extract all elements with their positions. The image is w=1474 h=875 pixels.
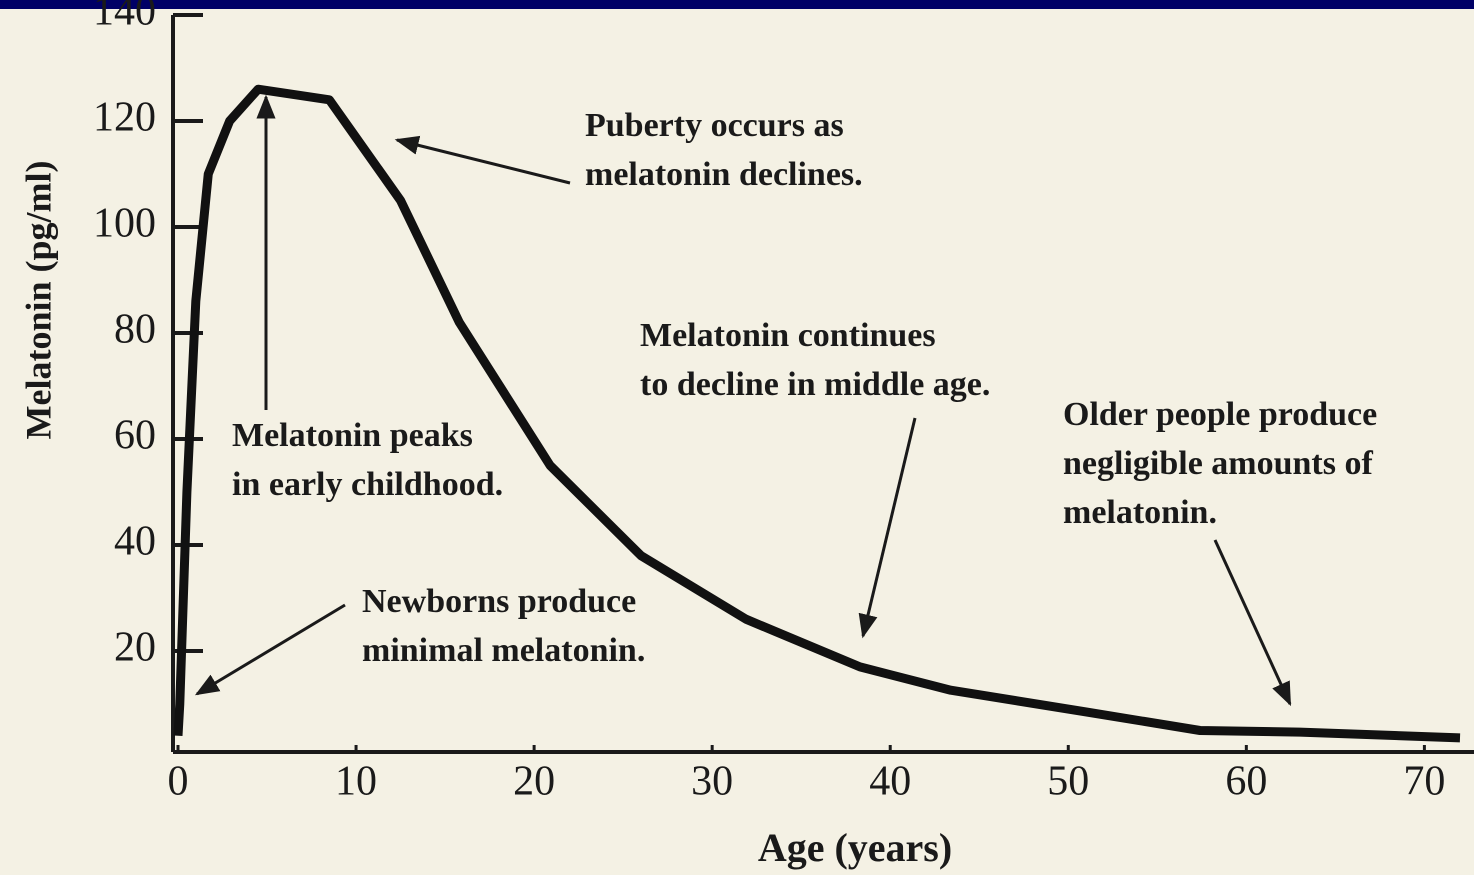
- x-tick-label: 50: [1047, 759, 1089, 805]
- arrow: [194, 603, 346, 696]
- y-tick-label: 120: [93, 95, 156, 141]
- top-band: [0, 0, 1474, 9]
- x-tick-label: 70: [1403, 759, 1445, 805]
- annotation: Melatonin peaks: [232, 417, 473, 454]
- annotation: Newborns produce: [362, 583, 636, 620]
- data-line: [173, 84, 1461, 743]
- y-tick-label: 20: [114, 625, 156, 671]
- arrow: [394, 135, 571, 185]
- x-tick-label: 30: [691, 759, 733, 805]
- x-tick-label: 60: [1225, 759, 1267, 805]
- y-tick-label: 80: [114, 307, 156, 353]
- annotation: Melatonin continues: [640, 317, 936, 354]
- x-axis-label: Age (years): [758, 825, 952, 870]
- annotation: negligible amounts of: [1063, 445, 1373, 482]
- arrow: [858, 417, 917, 639]
- annotation: minimal melatonin.: [362, 632, 645, 669]
- y-tick-label: 60: [114, 413, 156, 459]
- y-tick-label: 140: [93, 0, 156, 35]
- annotation: Older people produce: [1063, 396, 1377, 433]
- x-tick-label: 20: [513, 759, 555, 805]
- annotation: in early childhood.: [232, 466, 503, 503]
- annotation: melatonin declines.: [585, 156, 863, 193]
- annotation: Puberty occurs as: [585, 107, 844, 144]
- arrow: [1213, 539, 1292, 707]
- x-tick-label: 10: [335, 759, 377, 805]
- annotation: to decline in middle age.: [640, 366, 990, 403]
- y-axis-label: Melatonin (pg/ml): [18, 161, 58, 440]
- x-tick-label: 0: [168, 759, 189, 805]
- x-tick-label: 40: [869, 759, 911, 805]
- annotation: melatonin.: [1063, 494, 1217, 531]
- y-tick-label: 40: [114, 519, 156, 565]
- y-tick-label: 100: [93, 201, 156, 247]
